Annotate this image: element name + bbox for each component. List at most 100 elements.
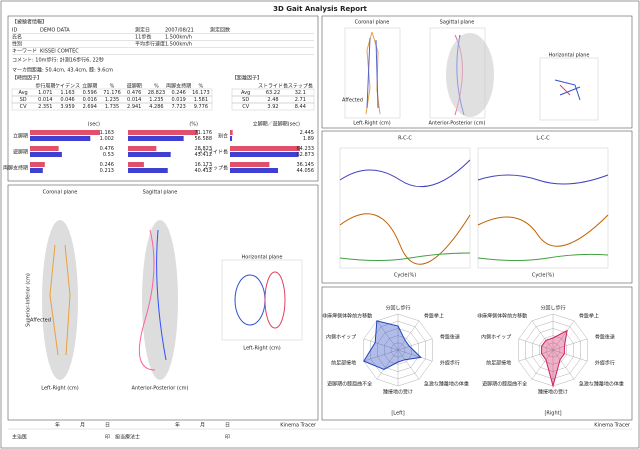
bar xyxy=(128,136,184,141)
bar xyxy=(128,168,168,173)
radar-axis-label: 踵接地の受け xyxy=(538,389,568,396)
date-month: 月 xyxy=(200,423,205,429)
table-cell: 0.019 xyxy=(172,97,186,103)
bar xyxy=(230,130,233,135)
radar-axis xyxy=(397,349,433,362)
date-month: 月 xyxy=(80,423,85,429)
subject-cell: 11歩長 xyxy=(135,34,151,41)
radar-axis xyxy=(552,338,588,351)
radar-axis-label: 前足部接地 xyxy=(331,359,356,366)
bar-label: ステップ長 xyxy=(203,166,228,172)
radar-axis xyxy=(552,349,575,380)
radar-axis-label: 外旋歩行 xyxy=(440,359,460,366)
bar xyxy=(30,152,62,157)
subject-cell: 氏名 xyxy=(12,34,22,41)
table-cell: CV xyxy=(20,104,27,110)
bar-label: ストライド長 xyxy=(198,150,228,156)
table-cell: 8.44 xyxy=(295,104,306,110)
bar xyxy=(128,130,198,135)
left-top-panel xyxy=(7,15,319,182)
radar-axis-label: 内側ホイップ xyxy=(481,334,511,341)
seal: 印 xyxy=(225,434,230,441)
x-label: Cycle(%) xyxy=(394,273,416,279)
table-cell: 1.163 xyxy=(60,90,74,96)
brand: Kinema Tracer xyxy=(280,423,317,429)
table-cell: 28.823 xyxy=(148,90,166,96)
table-cell: 3.92 xyxy=(267,104,278,110)
figure-label: Anterior-Posterior (cm) xyxy=(132,386,189,392)
bar xyxy=(128,152,171,157)
subject-cell: KISSEI COMTEC xyxy=(40,49,79,55)
radar-axis xyxy=(552,349,588,362)
subject-cell: 測定日 xyxy=(135,27,150,34)
subject-cell: ID xyxy=(12,28,17,34)
table-cell: 0.046 xyxy=(60,97,74,103)
subject-cell: 1.500km/h xyxy=(165,35,192,41)
bar-value: 1.002 xyxy=(100,136,114,142)
bar xyxy=(30,136,91,141)
table-cell: 71.176 xyxy=(103,90,121,96)
table-cell: SD xyxy=(242,97,249,103)
marker-distance: マーカ間距離: 50.4cm, 43.4cm, 膝: 9.6cm xyxy=(12,67,113,74)
radar-axis-label: 外旋歩行 xyxy=(595,359,615,366)
radar-axis xyxy=(531,320,554,351)
stick-panel xyxy=(321,15,633,129)
section-heading: 【距離因子】 xyxy=(232,75,262,82)
doctor-label: 主治医 xyxy=(12,434,27,441)
subject-cell: 性別 xyxy=(12,41,22,48)
table-cell: Avg xyxy=(18,90,27,96)
table-header: ケイデンス xyxy=(55,83,80,90)
subject-cell: キーワード xyxy=(12,49,37,55)
date-day: 日 xyxy=(105,423,110,429)
table-cell: CV xyxy=(242,104,249,110)
table-header: % xyxy=(110,84,115,90)
affected-label: Affected xyxy=(30,318,51,324)
date-year: 年 xyxy=(175,422,180,429)
bar-value: 44.056 xyxy=(297,168,315,174)
bar xyxy=(230,146,300,151)
figure-label: Coronal plane xyxy=(355,20,390,26)
bar-value: 64.233 xyxy=(297,146,315,152)
brand: Kinema Tracer xyxy=(594,423,631,429)
radar-axis-label: 非麻痺側体幹前方移動 xyxy=(322,313,372,320)
radar-axis xyxy=(518,338,554,351)
table-cell: 32.1 xyxy=(295,90,306,96)
figure-label: Horizontal plane xyxy=(549,53,590,59)
bar-value: 1.163 xyxy=(100,130,114,136)
table-cell: 1.235 xyxy=(105,97,119,103)
table-header: 両脚支持期 xyxy=(166,83,191,90)
table-cell: 4.286 xyxy=(149,104,163,110)
radar-axis xyxy=(518,349,554,362)
bar-value: 36.145 xyxy=(297,162,315,168)
x-label: Cycle(%) xyxy=(532,273,554,279)
radar-caption: [Right] xyxy=(544,411,561,417)
table-header: 歩行周期 xyxy=(35,83,55,90)
bar-value: 56.588 xyxy=(195,136,213,142)
table-cell: 2.694 xyxy=(83,104,97,110)
table-row xyxy=(231,102,315,111)
radar-area xyxy=(363,320,422,370)
radar-axis-label: 骨盤後退 xyxy=(595,334,615,341)
bar-value: 0.476 xyxy=(100,146,114,152)
table-cell: 0.014 xyxy=(127,97,141,103)
table-cell: 0.016 xyxy=(83,97,97,103)
table-header: % xyxy=(199,84,204,90)
seal: 印 xyxy=(105,434,110,441)
radar-axis-label: 内側ホイップ xyxy=(326,334,356,341)
table-cell: 3.959 xyxy=(60,104,74,110)
subject-cell: 測定回数 xyxy=(210,27,230,34)
radar-axis xyxy=(397,338,433,351)
bar xyxy=(128,162,144,167)
curve-title: R-C-C xyxy=(398,136,412,142)
radar-axis xyxy=(397,349,420,380)
table-cell: 1.581 xyxy=(194,97,208,103)
radar-axis-label: 分回し歩行 xyxy=(385,305,410,312)
figure-label: Left-Right (cm) xyxy=(243,346,281,352)
table-cell: 2.351 xyxy=(38,104,52,110)
bar xyxy=(30,130,100,135)
table-cell: 1.235 xyxy=(149,97,163,103)
radar-axis-label: 骨盤挙上 xyxy=(579,313,599,320)
bar-label: 両脚支持期 xyxy=(3,165,28,172)
bar xyxy=(128,146,157,151)
